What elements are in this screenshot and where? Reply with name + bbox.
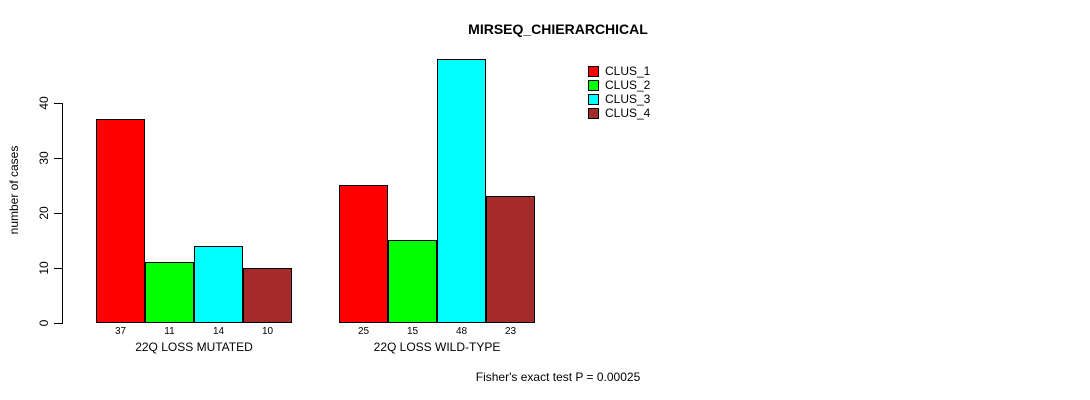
group-label: 22Q LOSS MUTATED <box>135 340 253 354</box>
y-tick-mark <box>54 103 62 104</box>
fisher-test-annotation: Fisher's exact test P = 0.00025 <box>475 370 641 384</box>
legend-item-clus_2: CLUS_2 <box>588 78 650 92</box>
bar-clus_1-group2 <box>339 185 388 323</box>
legend-label: CLUS_2 <box>605 78 651 92</box>
group-label: 22Q LOSS WILD-TYPE <box>373 340 501 354</box>
bar-clus_1-group1 <box>96 119 145 323</box>
legend-label: CLUS_1 <box>605 64 651 78</box>
y-tick-mark <box>54 213 62 214</box>
legend-label: CLUS_4 <box>605 106 651 120</box>
legend-swatch-icon <box>588 93 599 105</box>
bar-clus_4-group2 <box>486 196 535 323</box>
bar-clus_2-group1 <box>145 262 194 323</box>
bar-value-label: 48 <box>455 326 468 337</box>
bar-value-label: 14 <box>212 326 225 337</box>
y-tick-mark <box>54 268 62 269</box>
y-axis-line <box>62 103 63 324</box>
bar-clus_3-group1 <box>194 246 243 323</box>
y-tick-mark <box>54 158 62 159</box>
bar-value-label: 10 <box>261 326 274 337</box>
bar-value-label: 15 <box>406 326 419 337</box>
y-axis-label: number of cases <box>7 145 21 235</box>
bar-value-label: 25 <box>357 326 370 337</box>
y-tick-mark <box>54 323 62 324</box>
bar-clus_2-group2 <box>388 240 437 323</box>
legend-item-clus_3: CLUS_3 <box>588 92 650 106</box>
y-tick-label: 40 <box>37 96 51 110</box>
legend-swatch-icon <box>588 79 599 91</box>
y-tick-label: 20 <box>37 206 51 220</box>
legend-item-clus_4: CLUS_4 <box>588 106 650 120</box>
bar-value-label: 37 <box>114 326 127 337</box>
legend-label: CLUS_3 <box>605 92 651 106</box>
bar-clus_3-group2 <box>437 59 486 323</box>
chart-title: MIRSEQ_CHIERARCHICAL <box>468 21 648 37</box>
legend-swatch-icon <box>588 107 599 119</box>
y-tick-label: 10 <box>37 261 51 275</box>
bar-value-label: 11 <box>164 326 175 337</box>
legend: CLUS_1 CLUS_2 CLUS_3 CLUS_4 <box>588 64 650 120</box>
legend-item-clus_1: CLUS_1 <box>588 64 650 78</box>
legend-swatch-icon <box>588 65 599 77</box>
y-tick-label: 30 <box>37 151 51 165</box>
bar-value-label: 23 <box>504 326 517 337</box>
y-tick-label: 0 <box>37 319 51 327</box>
bar-clus_4-group1 <box>243 268 292 323</box>
